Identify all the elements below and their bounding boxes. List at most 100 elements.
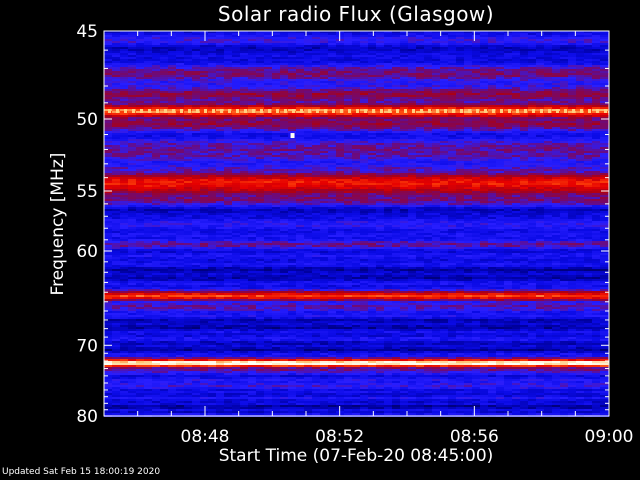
heatmap-cell [592, 31, 600, 33]
heatmap-cell [336, 55, 344, 57]
heatmap-cell [144, 63, 152, 65]
heatmap-cell [512, 63, 520, 65]
heatmap-cell [168, 45, 176, 47]
heatmap-cell [544, 43, 552, 45]
heatmap-cell [368, 131, 376, 133]
heatmap-cell [200, 185, 208, 187]
heatmap-cell [304, 145, 312, 147]
heatmap-cell [272, 77, 280, 79]
heatmap-cell [240, 37, 248, 39]
heatmap-cell [232, 147, 240, 149]
heatmap-cell [232, 141, 240, 143]
heatmap-cell [344, 141, 352, 143]
heatmap-cell [496, 69, 504, 71]
heatmap-cell [536, 67, 544, 69]
heatmap-cell [376, 47, 384, 49]
heatmap-cell [480, 155, 488, 157]
heatmap-cell [416, 89, 424, 91]
heatmap-cell [512, 139, 520, 141]
heatmap-cell [512, 51, 520, 53]
heatmap-cell [360, 79, 368, 81]
heatmap-cell [424, 171, 432, 173]
heatmap-cell [568, 37, 576, 39]
heatmap-cell [256, 89, 264, 91]
heatmap-cell [560, 99, 568, 101]
heatmap-cell [400, 117, 408, 119]
heatmap-cell [464, 93, 472, 95]
heatmap-cell [552, 161, 560, 163]
heatmap-cell [104, 95, 112, 97]
heatmap-cell [360, 129, 368, 131]
heatmap-cell [208, 87, 216, 89]
heatmap-cell [600, 129, 608, 131]
heatmap-cell [264, 45, 272, 47]
heatmap-cell [384, 53, 392, 55]
heatmap-cell [104, 107, 112, 109]
heatmap-cell [328, 161, 336, 163]
heatmap-cell [208, 67, 216, 69]
heatmap-cell [272, 47, 280, 49]
heatmap-cell [312, 185, 320, 187]
heatmap-cell [184, 137, 192, 139]
heatmap-cell [336, 79, 344, 81]
heatmap-cell [352, 107, 360, 109]
heatmap-cell [584, 123, 592, 125]
heatmap-cell [424, 123, 432, 125]
heatmap-cell [384, 147, 392, 149]
heatmap-cell [216, 143, 224, 145]
heatmap-cell [120, 165, 128, 167]
heatmap-cell [320, 141, 328, 143]
heatmap-cell [256, 41, 264, 43]
heatmap-cell [592, 139, 600, 141]
heatmap-cell [472, 113, 480, 115]
heatmap-cell [424, 121, 432, 123]
heatmap-cell [168, 33, 176, 35]
heatmap-cell [280, 143, 288, 145]
heatmap-cell [592, 55, 600, 57]
heatmap-cell [184, 61, 192, 63]
heatmap-cell [448, 89, 456, 91]
heatmap-cell [520, 57, 528, 59]
heatmap-cell [232, 119, 240, 121]
heatmap-cell [296, 51, 304, 53]
heatmap-cell [512, 93, 520, 95]
heatmap-cell [384, 181, 392, 183]
heatmap-cell [224, 143, 232, 145]
heatmap-cell [200, 121, 208, 123]
heatmap-cell [312, 127, 320, 129]
heatmap-cell [400, 107, 408, 109]
heatmap-cell [584, 117, 592, 119]
heatmap-cell [152, 91, 160, 93]
heatmap-cell [384, 145, 392, 147]
heatmap-cell [448, 83, 456, 85]
heatmap-cell [312, 173, 320, 175]
heatmap-cell [376, 155, 384, 157]
heatmap-cell [232, 99, 240, 101]
heatmap-cell [544, 75, 552, 77]
heatmap-cell [328, 159, 336, 161]
heatmap-cell [152, 133, 160, 135]
heatmap-cell [424, 125, 432, 127]
heatmap-cell [344, 139, 352, 141]
heatmap-cell [504, 185, 512, 187]
heatmap-cell [600, 63, 608, 65]
heatmap-cell [104, 137, 112, 139]
heatmap-cell [136, 75, 144, 77]
heatmap-cell [320, 83, 328, 85]
heatmap-cell [232, 125, 240, 127]
heatmap-cell [600, 171, 608, 173]
heatmap-cell [568, 127, 576, 129]
heatmap-cell [376, 105, 384, 107]
heatmap-cell [184, 67, 192, 69]
heatmap-cell [424, 135, 432, 137]
heatmap-cell [416, 79, 424, 81]
heatmap-cell [360, 153, 368, 155]
heatmap-cell [248, 69, 256, 71]
heatmap-cell [272, 181, 280, 183]
heatmap-cell [576, 47, 584, 49]
heatmap-cell [336, 41, 344, 43]
heatmap-cell [208, 141, 216, 143]
heatmap-cell [144, 177, 152, 179]
heatmap-cell [264, 169, 272, 171]
